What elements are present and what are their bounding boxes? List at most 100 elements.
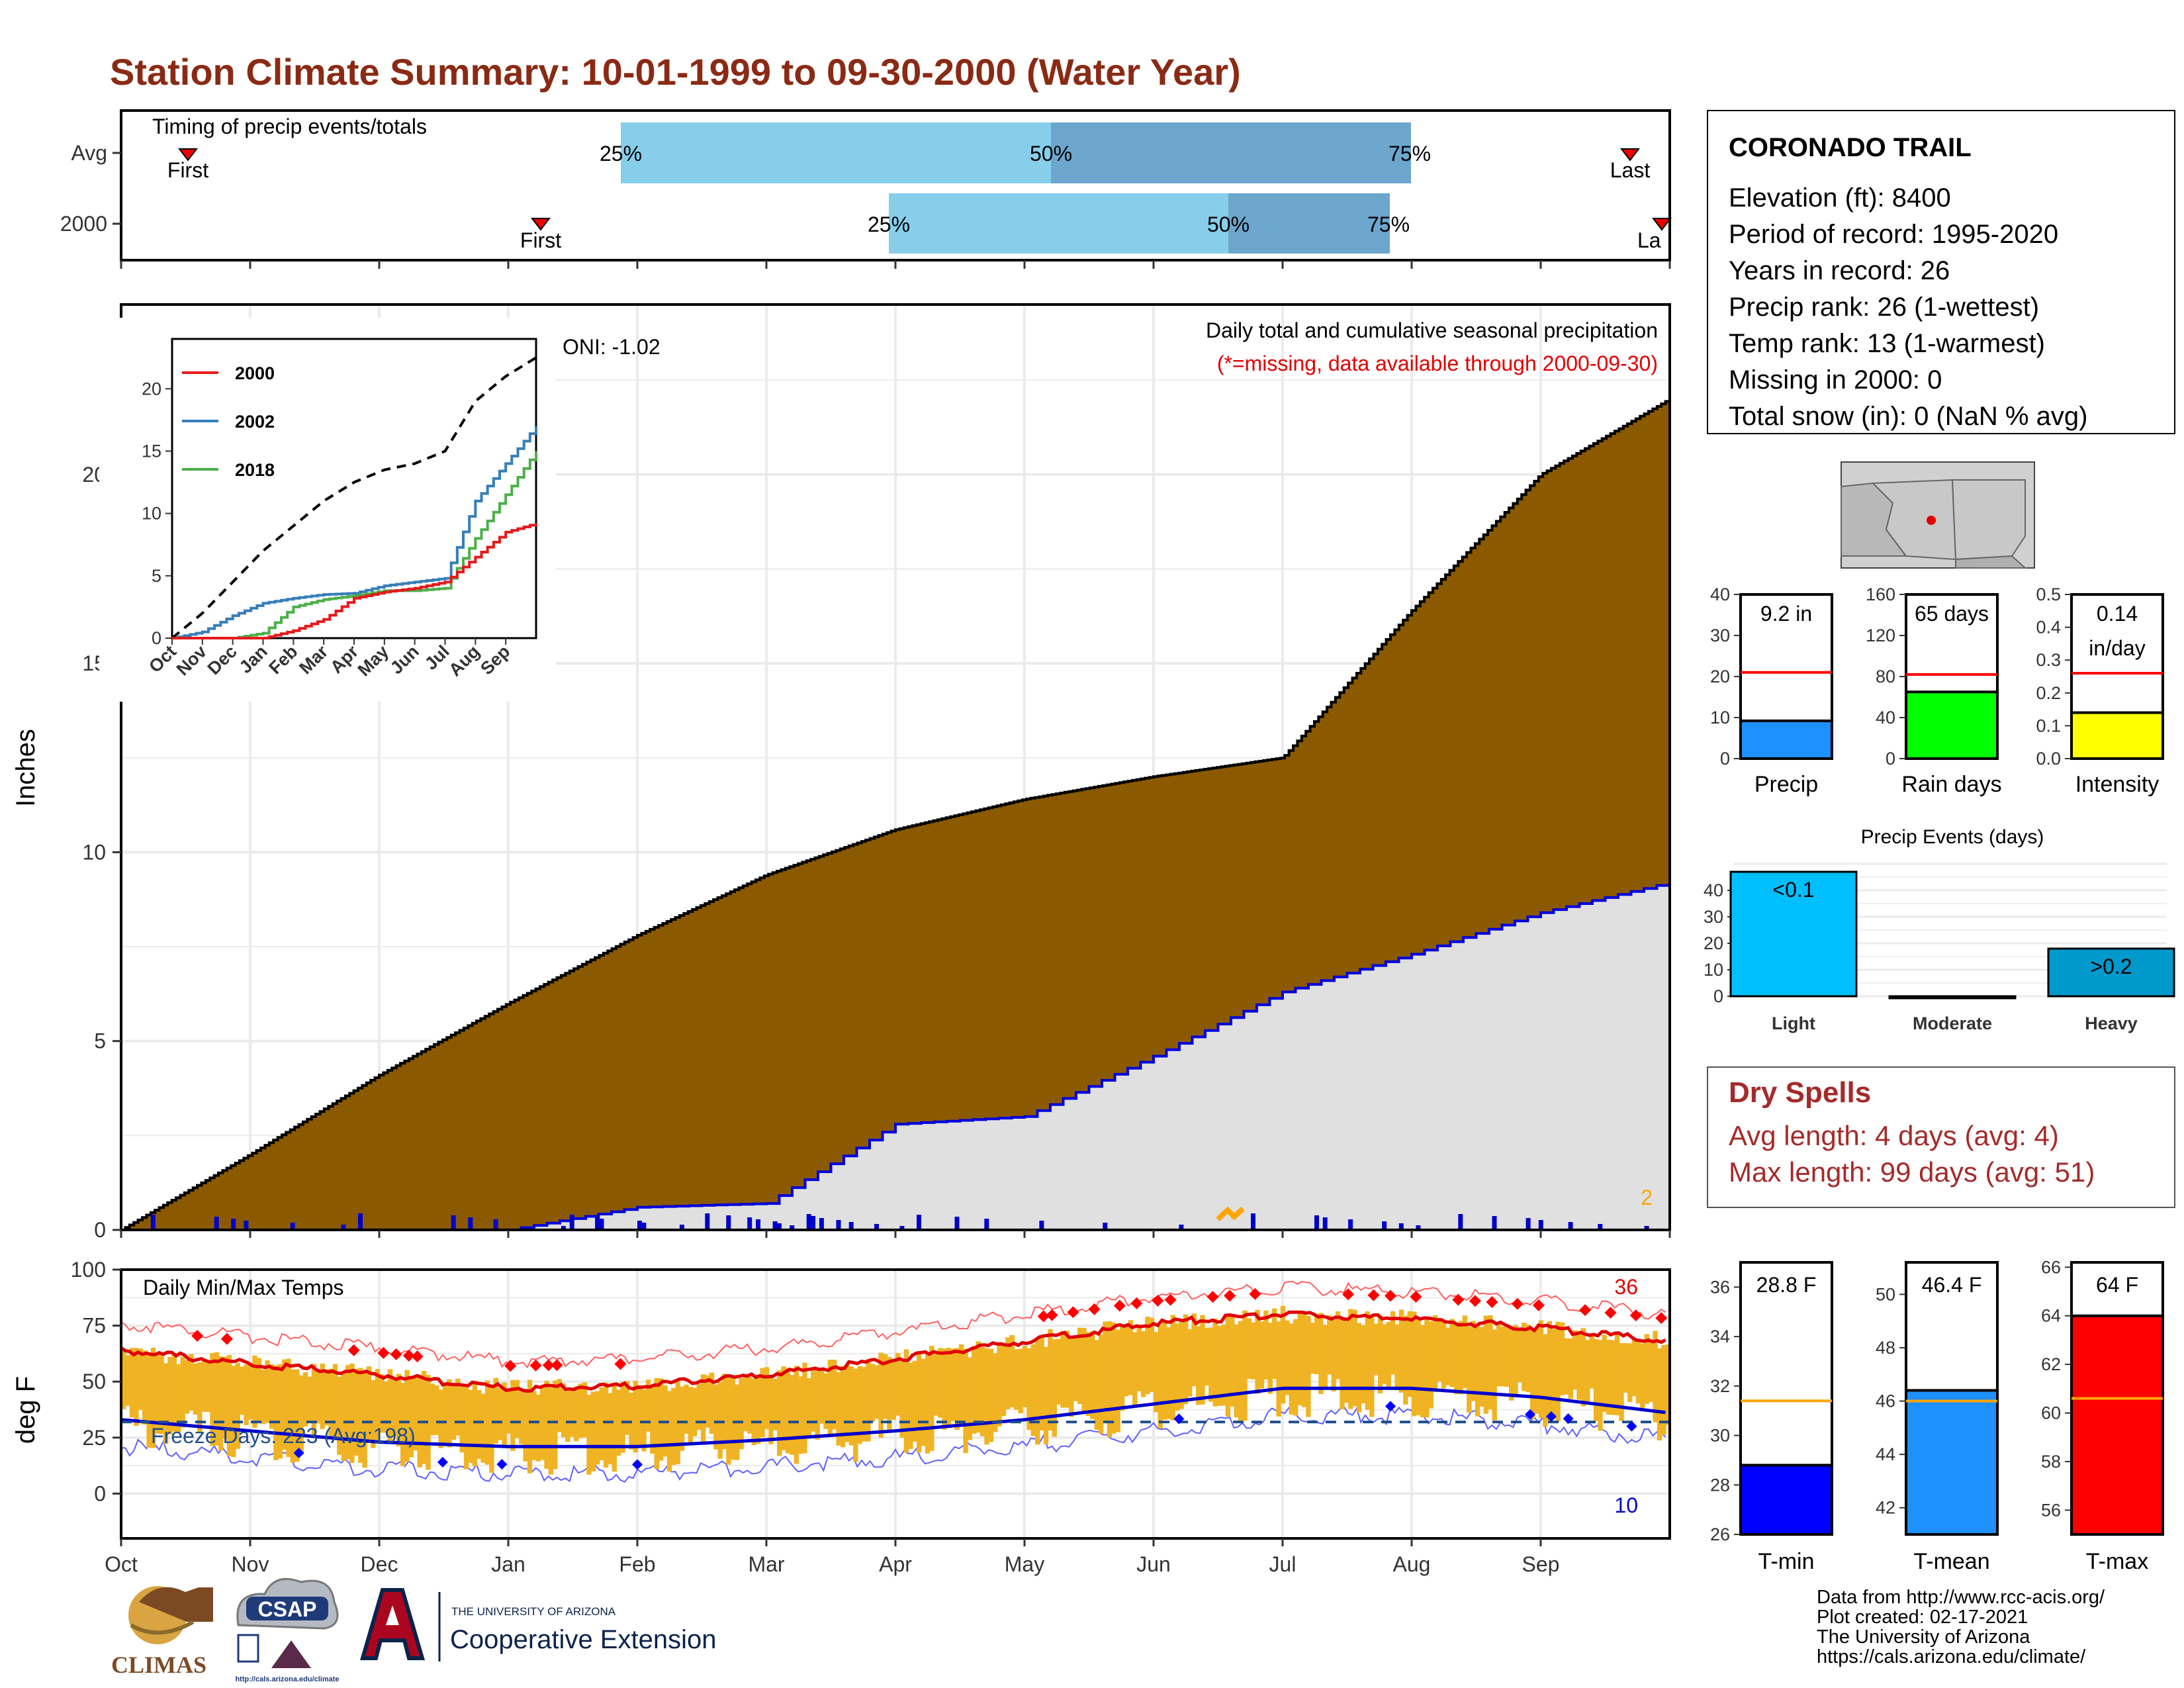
record-low-marker [1563,1413,1574,1424]
daily-temp-bar [1306,1315,1311,1417]
daily-temp-bar [1365,1311,1371,1410]
temp-panel-label: Daily Min/Max Temps [143,1276,343,1299]
timing-2000-first: First [520,228,561,252]
daily-temp-bar [353,1369,359,1456]
daily-temp-bar [1242,1310,1248,1421]
climas-logo: CLIMAS [111,1586,213,1678]
temp-summary-tick: 44 [1876,1444,1895,1464]
month-tick: Nov [232,1552,269,1576]
daily-temp-bar [553,1380,558,1470]
daily-temp-bar [392,1378,397,1436]
daily-temp-bar [1111,1322,1116,1434]
record-low-marker [496,1459,508,1470]
footer-line-1: Data from http://www.rcc-acis.org/ [1817,1587,2105,1608]
daily-temp-bar [1416,1317,1421,1415]
daily-temp-bar [484,1380,490,1465]
daily-temp-bar [903,1349,909,1453]
daily-temp-bar [574,1386,579,1442]
daily-temp-bar [1610,1340,1615,1415]
daily-precip-bar [1416,1225,1421,1230]
daily-temp-bar [1644,1334,1649,1404]
temp-summary-tick: 34 [1710,1327,1730,1346]
daily-temp-bar [1437,1321,1442,1382]
daily-temp-bar [1369,1315,1375,1417]
record-high-marker [347,1344,360,1356]
daily-temp-bar [1225,1315,1231,1417]
daily-temp-bar [764,1367,770,1429]
daily-temp-bar [189,1354,194,1411]
daily-temp-bar [252,1355,257,1428]
daily-temp-bar [1530,1331,1535,1419]
daily-temp-bar [244,1364,249,1425]
daily-precip-bar [599,1219,604,1230]
daily-temp-bar [933,1354,938,1416]
daily-temp-bar [218,1356,224,1451]
daily-temp-bar [1014,1349,1019,1410]
daily-temp-bar [159,1353,164,1434]
daily-temp-bar [408,1377,414,1458]
timing-2000-50: 50% [1207,212,1250,236]
daily-temp-bar [510,1380,516,1451]
daily-temp-bar [1293,1319,1298,1416]
daily-temp-bar [337,1376,342,1455]
daily-precip-bar [1322,1217,1328,1230]
daily-temp-bar [1145,1317,1150,1395]
daily-precip-bar [595,1217,600,1230]
daily-temp-bar [1005,1337,1011,1409]
daily-temp-bar [387,1369,393,1442]
daily-temp-bar [197,1362,203,1433]
daily-temp-bar [1026,1348,1032,1430]
daily-temp-bar [1479,1327,1484,1407]
temp-y-tick: 25 [82,1426,106,1450]
record-low-marker [293,1448,304,1459]
daily-precip-bar [756,1219,760,1230]
precip-event-bar [2047,947,2175,998]
temp-summary-tick: 32 [1710,1376,1730,1396]
daily-temp-bar [1640,1343,1645,1408]
daily-temp-bar [1543,1334,1548,1427]
daily-temp-bar [1441,1320,1447,1389]
daily-temp-bar [1631,1338,1637,1397]
daily-temp-bar [155,1354,160,1434]
daily-temp-bar [451,1383,457,1440]
daily-temp-bar [383,1381,388,1433]
daily-temp-bar [1149,1317,1154,1392]
daily-temp-bar [1259,1321,1265,1389]
ua-big-text: Cooperative Extension [450,1625,716,1654]
timing-avg-last: Last [1610,158,1651,182]
daily-temp-bar [946,1348,952,1429]
daily-temp-bar [1602,1335,1608,1413]
daily-temp-bar [544,1380,549,1469]
daily-temp-bar [819,1369,825,1424]
daily-temp-bar [1276,1321,1281,1417]
daily-temp-bar [832,1360,837,1430]
daily-temp-bar [1140,1331,1146,1397]
daily-temp-bar [502,1382,507,1446]
daily-temp-bar [201,1358,206,1412]
daily-temp-bar [1064,1331,1070,1408]
daily-temp-bar [1390,1311,1396,1375]
daily-temp-bar [1183,1314,1189,1405]
record-high-marker [542,1359,555,1372]
avg-max-line [120,1310,1666,1393]
daily-temp-bar [972,1346,977,1434]
daily-temp-bar [582,1382,588,1438]
summary-bar-name: Rain days [1901,772,2001,797]
daily-temp-bar [379,1374,385,1433]
daily-temp-bar [282,1359,287,1450]
footer-line-4: https://cals.arizona.edu/climate/ [1817,1646,2086,1667]
month-tick: Oct [105,1552,138,1576]
record-high-marker [1532,1299,1545,1311]
temp-summary-name: T-max [2086,1549,2148,1574]
daily-temp-bar [696,1383,702,1430]
daily-precip-bar [917,1215,921,1230]
daily-temp-bar [1204,1327,1210,1386]
daily-temp-bar [1022,1346,1028,1407]
station-line-4: Precip rank: 26 (1-wettest) [1729,293,2039,322]
daily-temp-bar [1179,1319,1184,1409]
temp-summary-tick: 66 [2041,1257,2061,1277]
daily-temp-bar [307,1376,312,1422]
daily-temp-bar [1555,1321,1561,1422]
daily-temp-bar [455,1378,461,1436]
